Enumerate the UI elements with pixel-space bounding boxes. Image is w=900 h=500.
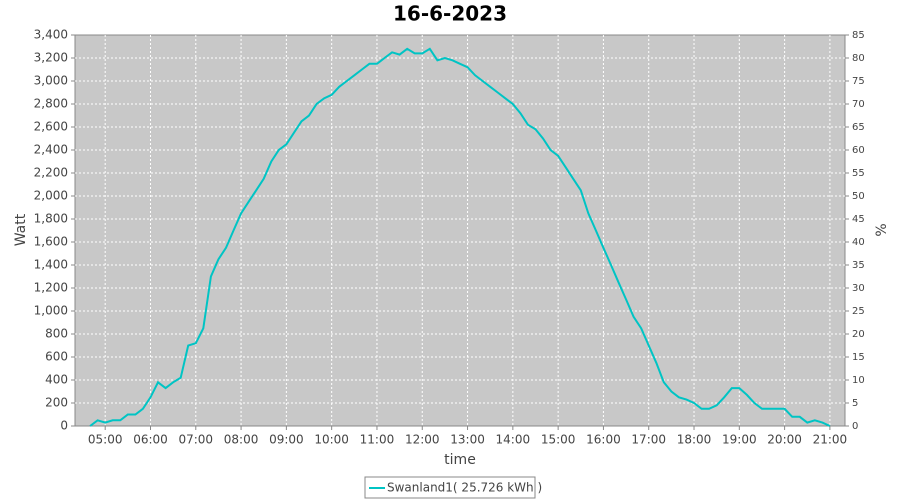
y2-tick-label: 55 — [852, 168, 865, 179]
x-axis-title: time — [444, 452, 476, 468]
x-tick-label: 12:00 — [405, 433, 440, 447]
y2-tick-label: 85 — [852, 30, 865, 41]
y-tick-label: 1,200 — [34, 281, 68, 295]
y-tick-label: 2,400 — [34, 143, 68, 157]
x-tick-label: 19:00 — [722, 433, 757, 447]
y2-tick-label: 30 — [852, 283, 865, 294]
x-tick-label: 21:00 — [813, 433, 848, 447]
y-axis-title: Watt — [13, 213, 29, 246]
y-tick-label: 2,200 — [34, 166, 68, 180]
y-tick-label: 1,400 — [34, 258, 68, 272]
y-tick-label: 3,000 — [34, 74, 68, 88]
y-tick-label: 2,000 — [34, 189, 68, 203]
y2-tick-label: 20 — [852, 329, 865, 340]
x-tick-label: 08:00 — [224, 433, 259, 447]
y2-tick-label: 80 — [852, 53, 865, 64]
x-tick-label: 20:00 — [767, 433, 802, 447]
y2-tick-label: 15 — [852, 352, 865, 363]
y-tick-label: 400 — [45, 373, 68, 387]
y-tick-label: 0 — [60, 419, 68, 433]
y-tick-label: 1,800 — [34, 212, 68, 226]
y2-tick-label: 70 — [852, 99, 865, 110]
x-tick-label: 15:00 — [541, 433, 576, 447]
y2-tick-label: 50 — [852, 191, 865, 202]
y2-tick-label: 35 — [852, 260, 865, 271]
x-tick-label: 07:00 — [178, 433, 213, 447]
y2-tick-label: 25 — [852, 306, 865, 317]
y2-tick-label: 5 — [852, 398, 858, 409]
chart-title: 16-6-2023 — [393, 2, 507, 26]
x-tick-label: 10:00 — [314, 433, 349, 447]
y2-tick-label: 10 — [852, 375, 865, 386]
y2-tick-label: 40 — [852, 237, 865, 248]
x-tick-label: 06:00 — [133, 433, 168, 447]
y-tick-label: 3,400 — [34, 28, 68, 42]
y-tick-label: 800 — [45, 327, 68, 341]
x-tick-label: 11:00 — [360, 433, 395, 447]
x-tick-label: 05:00 — [88, 433, 123, 447]
x-tick-label: 09:00 — [269, 433, 304, 447]
y-tick-label: 200 — [45, 396, 68, 410]
y-tick-label: 2,800 — [34, 97, 68, 111]
y-tick-label: 1,600 — [34, 235, 68, 249]
x-tick-label: 13:00 — [450, 433, 485, 447]
y2-axis-title: % — [874, 223, 890, 236]
legend — [364, 476, 536, 499]
y-tick-label: 3,200 — [34, 51, 68, 65]
data-line — [89, 47, 831, 427]
y2-tick-label: 0 — [852, 421, 858, 432]
y2-tick-label: 60 — [852, 145, 865, 156]
x-tick-label: 17:00 — [631, 433, 666, 447]
x-tick-label: 16:00 — [586, 433, 621, 447]
x-tick-label: 18:00 — [677, 433, 712, 447]
plot-area — [74, 34, 846, 427]
y-tick-label: 2,600 — [34, 120, 68, 134]
y-tick-label: 600 — [45, 350, 68, 364]
y2-tick-label: 65 — [852, 122, 865, 133]
y-tick-label: 1,000 — [34, 304, 68, 318]
legend-label: Swanland1( 25.726 kWh ) — [387, 481, 542, 495]
y2-tick-label: 45 — [852, 214, 865, 225]
x-tick-label: 14:00 — [496, 433, 531, 447]
y2-tick-label: 75 — [852, 76, 865, 87]
